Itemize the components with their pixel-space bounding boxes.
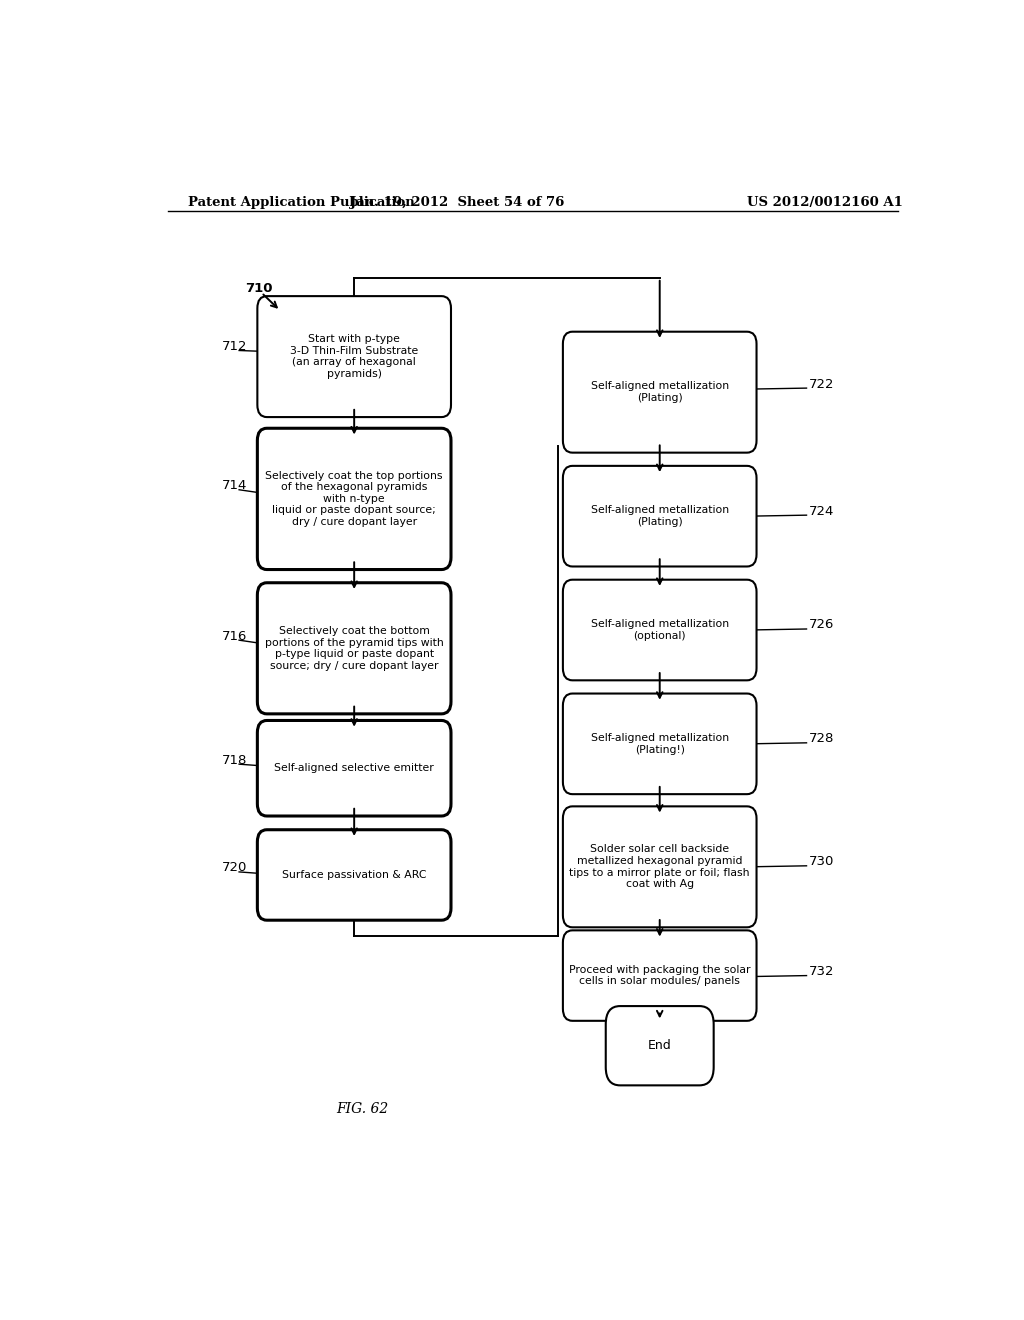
FancyBboxPatch shape bbox=[257, 428, 451, 569]
Text: Self-aligned metallization
(Plating): Self-aligned metallization (Plating) bbox=[591, 506, 729, 527]
Text: 722: 722 bbox=[809, 378, 835, 391]
Text: FIG. 62: FIG. 62 bbox=[336, 1102, 388, 1115]
Text: 712: 712 bbox=[221, 341, 247, 352]
FancyBboxPatch shape bbox=[606, 1006, 714, 1085]
Text: End: End bbox=[648, 1039, 672, 1052]
FancyBboxPatch shape bbox=[257, 296, 451, 417]
Text: 732: 732 bbox=[809, 965, 835, 978]
Text: Self-aligned metallization
(Plating): Self-aligned metallization (Plating) bbox=[591, 381, 729, 403]
Text: Selectively coat the top portions
of the hexagonal pyramids
with n-type
liquid o: Selectively coat the top portions of the… bbox=[265, 471, 443, 527]
FancyBboxPatch shape bbox=[257, 830, 451, 920]
Text: Solder solar cell backside
metallized hexagonal pyramid
tips to a mirror plate o: Solder solar cell backside metallized he… bbox=[569, 845, 750, 890]
Text: Proceed with packaging the solar
cells in solar modules/ panels: Proceed with packaging the solar cells i… bbox=[569, 965, 751, 986]
Text: Start with p-type
3-D Thin-Film Substrate
(an array of hexagonal
pyramids): Start with p-type 3-D Thin-Film Substrat… bbox=[290, 334, 418, 379]
Text: 710: 710 bbox=[246, 282, 273, 294]
FancyBboxPatch shape bbox=[563, 931, 757, 1020]
Text: Self-aligned selective emitter: Self-aligned selective emitter bbox=[274, 763, 434, 774]
FancyBboxPatch shape bbox=[563, 693, 757, 795]
Text: 720: 720 bbox=[221, 862, 247, 874]
Text: Patent Application Publication: Patent Application Publication bbox=[187, 195, 415, 209]
FancyBboxPatch shape bbox=[257, 582, 451, 714]
Text: 726: 726 bbox=[809, 619, 835, 631]
FancyBboxPatch shape bbox=[257, 721, 451, 816]
FancyBboxPatch shape bbox=[563, 466, 757, 566]
Text: 714: 714 bbox=[221, 479, 247, 492]
FancyBboxPatch shape bbox=[563, 331, 757, 453]
FancyBboxPatch shape bbox=[563, 579, 757, 680]
Text: Jan. 19, 2012  Sheet 54 of 76: Jan. 19, 2012 Sheet 54 of 76 bbox=[350, 195, 564, 209]
Text: Self-aligned metallization
(optional): Self-aligned metallization (optional) bbox=[591, 619, 729, 640]
Text: US 2012/0012160 A1: US 2012/0012160 A1 bbox=[748, 195, 903, 209]
FancyBboxPatch shape bbox=[563, 807, 757, 928]
Text: Self-aligned metallization
(Plating!): Self-aligned metallization (Plating!) bbox=[591, 733, 729, 755]
Text: 730: 730 bbox=[809, 855, 835, 869]
Text: 724: 724 bbox=[809, 504, 835, 517]
Text: Selectively coat the bottom
portions of the pyramid tips with
p-type liquid or p: Selectively coat the bottom portions of … bbox=[265, 626, 443, 671]
Text: 716: 716 bbox=[221, 630, 247, 643]
Text: 728: 728 bbox=[809, 733, 835, 746]
Text: 718: 718 bbox=[221, 754, 247, 767]
Text: Surface passivation & ARC: Surface passivation & ARC bbox=[282, 870, 426, 880]
